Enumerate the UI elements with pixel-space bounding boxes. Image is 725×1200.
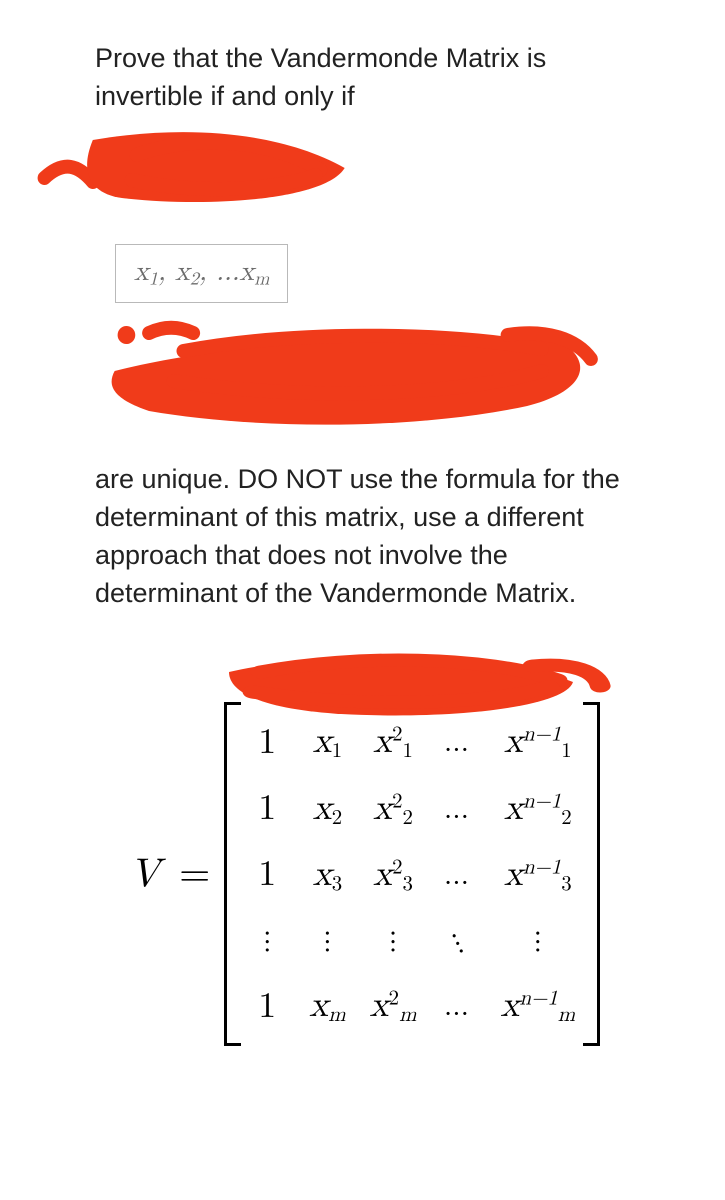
matrix-cell-vdots: ⋮: [309, 931, 345, 949]
matrix-cell-vdots: ⋮: [249, 931, 285, 949]
matrix-cell: 1: [249, 985, 285, 1028]
matrix-cell-dots: …: [440, 857, 476, 893]
matrix-cell-dots: …: [440, 988, 476, 1024]
matrix-cell: xm: [309, 984, 345, 1028]
matrix-cell: x3: [309, 853, 345, 897]
matrix-cell: xn−12: [500, 787, 575, 831]
redaction-scribble-2: [95, 311, 645, 441]
matrix-cell: 1: [249, 853, 285, 896]
matrix-symbol: V: [130, 854, 160, 894]
left-bracket: [224, 702, 241, 1046]
matrix-body: 1 x1 x21 … xn−11 1 x2 x22 … xn−12 1 x3 x…: [241, 702, 583, 1046]
matrix-label: V =: [130, 850, 210, 898]
matrix-cell: xn−1m: [500, 984, 575, 1028]
matrix-cell: x2: [309, 787, 345, 831]
page-container: Prove that the Vandermonde Matrix is inv…: [0, 0, 725, 1116]
matrix-cell: 1: [249, 787, 285, 830]
instruction-text: are unique. DO NOT use the formula for t…: [95, 461, 645, 612]
variable-box-wrap: x1, x2, …xm: [115, 244, 645, 304]
matrix-cell: xn−13: [500, 853, 575, 897]
redaction-scribble-1: [25, 120, 645, 220]
matrix-cell: x22: [370, 787, 417, 831]
matrix-cell: x2m: [370, 984, 417, 1028]
matrix-cell-vdots: ⋮: [370, 931, 417, 949]
matrix-cell-ddots: ⋱: [440, 919, 476, 962]
redaction-scribble-3: [165, 642, 645, 732]
matrix-cell-vdots: ⋮: [500, 931, 575, 949]
equals-sign: =: [179, 854, 210, 894]
intro-text: Prove that the Vandermonde Matrix is inv…: [95, 40, 645, 116]
right-bracket: [583, 702, 600, 1046]
matrix-cell-dots: …: [440, 791, 476, 827]
variable-list-box: x1, x2, …xm: [115, 244, 288, 304]
matrix-cell: x23: [370, 853, 417, 897]
vandermonde-matrix: V = 1 x1 x21 … xn−11 1 x2 x22 … xn−12 1 …: [85, 702, 645, 1046]
